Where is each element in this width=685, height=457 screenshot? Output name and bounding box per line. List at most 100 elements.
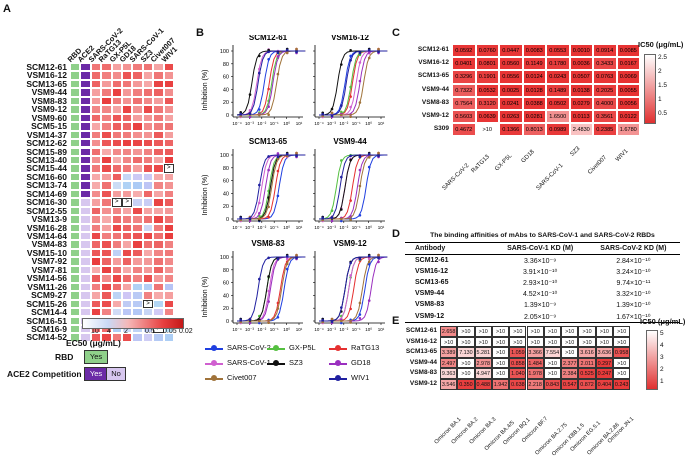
heatmap-cell xyxy=(90,155,102,165)
heatmap-cell xyxy=(163,223,174,232)
heatmap-cell xyxy=(70,265,81,275)
heatmap-cell xyxy=(132,63,143,72)
heatmap-cell xyxy=(70,155,81,165)
data-point xyxy=(330,219,334,223)
data-point xyxy=(340,104,343,107)
c-cell: 0.0760 xyxy=(475,44,499,58)
heatmap-cell xyxy=(132,299,143,309)
curve-GX-P5L xyxy=(319,50,388,116)
heatmap-cell xyxy=(101,139,112,148)
y-tick-label: 100 xyxy=(220,255,229,261)
ace2-legend-label: ACE2 Competition xyxy=(7,369,82,379)
heatmap-cell xyxy=(70,257,81,266)
e-cell: 2.377 xyxy=(561,357,579,369)
c-cell: 0.0138 xyxy=(569,83,593,97)
curve-title-5: VSM9-12 xyxy=(333,239,367,248)
panel-b-legend: SARS-CoV-2 RaTG13 GX-P5L SARS-CoV-1 GD18 SZ3 C… xyxy=(205,343,390,403)
x-tick-label: 10⁻³ xyxy=(245,121,254,126)
c-colorbar xyxy=(644,54,656,124)
heatmap-cell xyxy=(111,291,122,300)
heatmap-cell xyxy=(153,232,164,241)
heatmap-cell xyxy=(90,96,102,106)
heatmap-cell xyxy=(163,181,174,190)
legend-label: SARS-CoV-2 xyxy=(227,343,271,352)
row-label-SCM12-55: SCM12-55 xyxy=(26,205,67,216)
e-cell: >10 xyxy=(561,347,579,358)
c-col-label-5: SZ3 xyxy=(568,146,581,159)
data-point xyxy=(358,79,362,83)
data-point xyxy=(276,152,280,155)
e-cell: >10 xyxy=(526,326,544,337)
heatmap-cell xyxy=(122,265,133,275)
legend-marker xyxy=(211,375,217,381)
heatmap-cell xyxy=(142,147,154,156)
panel-d-title: The binding affinities of mAbs to SARS-C… xyxy=(430,232,655,239)
d-cell-antibody: SCM13-65 xyxy=(415,278,449,286)
curve-WIV1 xyxy=(319,50,388,116)
heatmap-cell xyxy=(132,164,143,173)
d-cell-antibody: VSM9-44 xyxy=(415,290,445,298)
e-cell: 9.363 xyxy=(440,368,458,379)
e-cell: 3.389 xyxy=(440,347,458,358)
heatmap-cell xyxy=(111,147,122,156)
heatmap-cell: > xyxy=(142,299,154,309)
heatmap-cell xyxy=(153,257,164,266)
heatmap-cell xyxy=(132,88,143,97)
heatmap-cell xyxy=(80,164,91,173)
e-cell: 0.247 xyxy=(595,368,613,379)
heatmap-cell xyxy=(111,105,122,114)
heatmap-cell xyxy=(90,105,102,114)
row-label-SCM13-65: SCM13-65 xyxy=(26,78,67,89)
y-tick-label: 60 xyxy=(223,75,229,81)
heatmap-cell xyxy=(163,232,174,241)
c-scale-tick: 2.5 xyxy=(658,54,668,61)
heatmap-cell xyxy=(153,248,164,258)
e-cell: 7.130 xyxy=(457,347,475,358)
row-label-SCM16-60: SCM16-60 xyxy=(26,171,67,182)
heatmap-cell xyxy=(80,189,91,199)
panel-d-body: SCM12-61 3.36×10⁻⁹ 2.84×10⁻¹⁰ VSM16-12 3.91×… xyxy=(405,255,680,324)
d-cell-cov2: 1.67×10⁻¹⁰ xyxy=(616,313,651,321)
e-colorbar xyxy=(646,330,658,390)
c-scale-title: IC50 (μg/mL) xyxy=(638,40,684,49)
heatmap-cell xyxy=(111,206,122,216)
e-cell: 0.350 xyxy=(457,379,475,390)
x-tick-label: 10⁻⁴ xyxy=(314,327,323,332)
data-point xyxy=(248,318,252,322)
heatmap-cell xyxy=(122,308,133,317)
heatmap-cell xyxy=(70,308,81,317)
heatmap-cell xyxy=(80,265,91,275)
heatmap-cell xyxy=(132,282,143,292)
data-point xyxy=(321,216,325,220)
heatmap-cell xyxy=(111,96,122,106)
e-cell: >10 xyxy=(561,326,579,337)
data-point xyxy=(321,112,325,116)
x-tick-label: 10⁻³ xyxy=(245,225,254,230)
legend-item-GX-P5L: GX-P5L xyxy=(267,343,329,355)
data-point xyxy=(340,321,343,325)
data-point xyxy=(285,254,289,258)
e-cell: >10 xyxy=(543,336,562,348)
data-point xyxy=(330,114,334,118)
heatmap-cell xyxy=(153,189,164,199)
heatmap-cell xyxy=(132,291,143,300)
heatmap-cell xyxy=(132,265,143,275)
data-point xyxy=(267,48,270,52)
heatmap-cell xyxy=(153,147,164,156)
panel-d-letter: D xyxy=(392,228,400,240)
heatmap-cell xyxy=(80,147,91,156)
heatmap-cell xyxy=(163,198,174,207)
legend-item-GD18: GD18 xyxy=(329,358,391,370)
data-point xyxy=(330,216,334,220)
curve-SARS-CoV-1 xyxy=(319,256,388,322)
heatmap-cell xyxy=(101,113,112,123)
data-point xyxy=(367,262,371,266)
e-cell: 3.636 xyxy=(595,347,613,358)
data-point xyxy=(349,307,352,311)
c-cell: 0.0763 xyxy=(593,70,617,84)
data-point xyxy=(276,169,280,173)
heatmap-cell xyxy=(70,248,81,258)
heatmap-cell xyxy=(142,71,154,80)
heatmap-cell xyxy=(70,316,81,325)
e-cell: 4.947 xyxy=(474,368,492,379)
